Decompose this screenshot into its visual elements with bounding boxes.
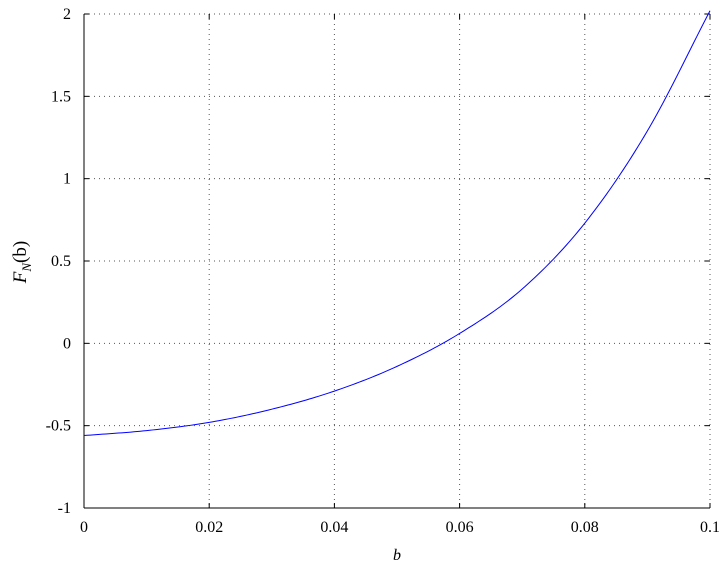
y-axis-label-sub: N <box>19 262 34 273</box>
x-tick-label: 0.04 <box>320 519 348 536</box>
series-line <box>83 10 711 437</box>
y-tick-label: 1 <box>63 171 71 188</box>
y-tick-label: 0.5 <box>51 253 71 270</box>
x-tick-label: 0.08 <box>571 519 599 536</box>
y-tick-label: 0 <box>63 335 71 352</box>
tick-labels: 0 0.02 0.04 0.06 0.08 0.1 -1 -0.5 0 0.5 1 1.5 2 <box>46 6 719 536</box>
ticks <box>83 13 711 509</box>
y-tick-label: 2 <box>63 6 71 23</box>
x-tick-label: 0.1 <box>700 519 719 536</box>
y-axis-label: FN(b) <box>10 241 34 284</box>
x-axis-label: b <box>393 547 401 564</box>
y-axis-label-main: F <box>10 271 31 284</box>
y-tick-label: -0.5 <box>46 418 71 435</box>
series-group <box>83 10 711 437</box>
y-tick-label: -1 <box>58 500 71 517</box>
x-tick-label: 0 <box>80 519 88 536</box>
axes <box>83 14 710 509</box>
x-tick-label: 0.02 <box>195 519 223 536</box>
y-axis-label-arg: (b) <box>10 241 31 263</box>
x-tick-label: 0.06 <box>446 519 474 536</box>
y-tick-label: 1.5 <box>51 88 71 105</box>
grid <box>83 13 711 509</box>
